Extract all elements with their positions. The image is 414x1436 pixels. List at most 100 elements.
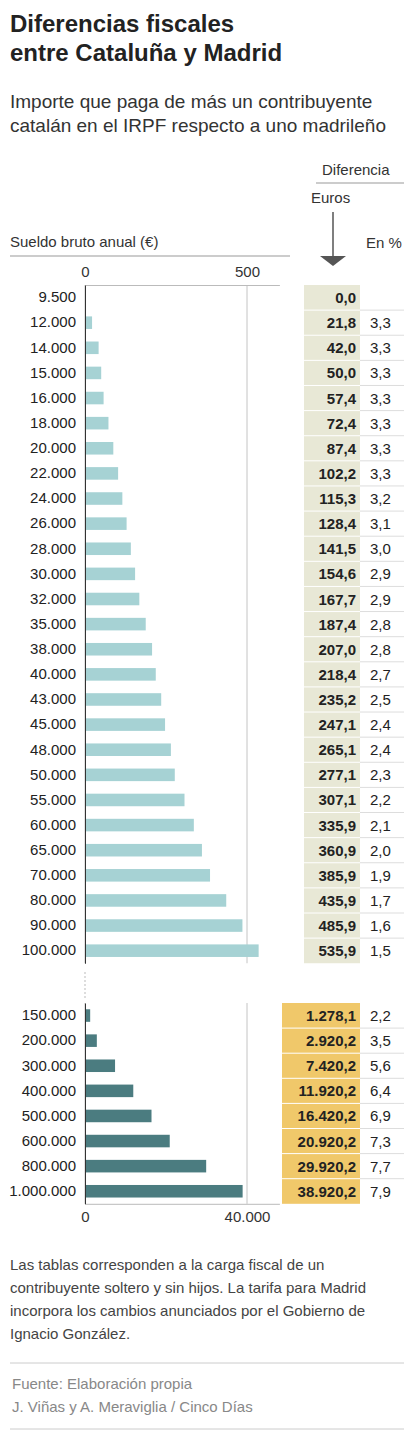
row-separator <box>360 1128 404 1129</box>
data-label: 21,8 <box>327 314 356 331</box>
row-separator <box>360 762 404 763</box>
row-separator <box>304 561 404 562</box>
data-label: 535,9 <box>318 942 356 959</box>
grid-line <box>247 285 248 963</box>
value-column-box <box>304 285 360 963</box>
data-label: 38.920,2 <box>298 1183 356 1200</box>
data-label: 307,1 <box>318 791 356 808</box>
bar <box>85 618 146 631</box>
bar <box>85 718 165 731</box>
bar <box>85 392 104 405</box>
bar <box>85 467 118 480</box>
bar <box>85 568 135 581</box>
tick: 43.000 <box>30 690 76 707</box>
tick: 70.000 <box>30 866 76 883</box>
row-separator <box>360 913 404 914</box>
percent-label: 3,3 <box>370 415 391 432</box>
bar <box>85 367 101 380</box>
header-rule <box>10 256 290 257</box>
title-line: Diferencias fiscales <box>10 10 234 37</box>
row-separator <box>304 938 404 939</box>
subtitle: Importe que paga de más un contribuyente… <box>10 91 386 136</box>
category-label: 20.000 <box>30 439 76 456</box>
tick: 200.000 <box>22 1031 76 1048</box>
category-label: 26.000 <box>30 514 76 531</box>
row-separator <box>304 837 404 838</box>
row-separator <box>360 837 404 838</box>
row-separator <box>360 737 404 738</box>
plot: 040.000150.000200.000300.000400.000500.0… <box>9 1003 280 1225</box>
category-label: 1.000.000 <box>9 1182 76 1199</box>
category-label: 70.000 <box>30 866 76 883</box>
tick: 150.000 <box>22 1006 76 1023</box>
category-label: 18.000 <box>30 414 76 431</box>
tick: 16.000 <box>30 389 76 406</box>
percent-label: 5,6 <box>370 1057 391 1074</box>
data-label: 218,4 <box>318 666 356 683</box>
row-separator <box>282 1128 404 1129</box>
footer-rule <box>10 1363 404 1364</box>
percent-label: 3,3 <box>370 364 391 381</box>
bar <box>85 643 152 656</box>
tick: 22.000 <box>30 464 76 481</box>
tick: 20.000 <box>30 439 76 456</box>
row-separator <box>282 1078 404 1079</box>
note-line: incorpora los cambios anunciados por el … <box>10 1302 365 1319</box>
bar <box>85 819 194 832</box>
category-label: 32.000 <box>30 590 76 607</box>
grid-line <box>85 285 86 963</box>
bars <box>85 1009 243 1197</box>
row-separator <box>360 686 404 687</box>
percent-label: 3,5 <box>370 1032 391 1049</box>
row-separator <box>304 812 404 813</box>
grid-line <box>85 1003 86 1204</box>
tick: 40.000 <box>225 1204 271 1226</box>
data-label: 247,1 <box>318 716 356 733</box>
data-label: 360,9 <box>318 842 356 859</box>
bar <box>85 1160 206 1173</box>
data-label: 435,9 <box>318 892 356 909</box>
row-separator <box>360 460 404 461</box>
category-label: 12.000 <box>30 313 76 330</box>
tick: 80.000 <box>30 891 76 908</box>
row-separator <box>360 335 404 336</box>
tick: 38.000 <box>30 640 76 657</box>
bar <box>85 668 156 681</box>
bar <box>85 1110 152 1123</box>
category-label: 50.000 <box>30 766 76 783</box>
grid <box>85 285 247 963</box>
row-separator <box>282 1103 404 1104</box>
row-separator <box>304 887 404 888</box>
percent-label: 6,9 <box>370 1107 391 1124</box>
note: Las tablas corresponden a la carga fisca… <box>10 1256 366 1342</box>
data-label: 7.420,2 <box>306 1057 356 1074</box>
percent-label: 3,3 <box>370 314 391 331</box>
axis-line <box>86 285 280 286</box>
row-separator <box>282 1153 404 1154</box>
axis-line <box>85 1004 86 1205</box>
data-label: 485,9 <box>318 917 356 934</box>
percent-label: 2,0 <box>370 842 391 859</box>
axis-line <box>85 286 86 964</box>
tick: 55.000 <box>30 791 76 808</box>
row-separator <box>360 435 404 436</box>
subtitle-line: Importe que paga de más un contribuyente <box>10 91 372 112</box>
row-separator <box>360 862 404 863</box>
tick: 24.000 <box>30 489 76 506</box>
row-separator <box>304 586 404 587</box>
bar <box>85 869 210 882</box>
data-label: 141,5 <box>318 540 356 557</box>
bar <box>85 769 175 782</box>
row-separator <box>304 460 404 461</box>
category-label: 43.000 <box>30 690 76 707</box>
subtitle-line: catalán en el IRPF respecto a uno madril… <box>10 115 386 136</box>
tick: 600.000 <box>22 1132 76 1149</box>
category-label: 60.000 <box>30 816 76 833</box>
tick-label: 500 <box>235 263 260 280</box>
data-label: 42,0 <box>327 339 356 356</box>
data-label: 154,6 <box>318 565 356 582</box>
tick: 100.000 <box>22 941 76 958</box>
percent-label: 7,9 <box>370 1183 391 1200</box>
data-label: 207,0 <box>318 641 356 658</box>
data-label: 265,1 <box>318 741 356 758</box>
